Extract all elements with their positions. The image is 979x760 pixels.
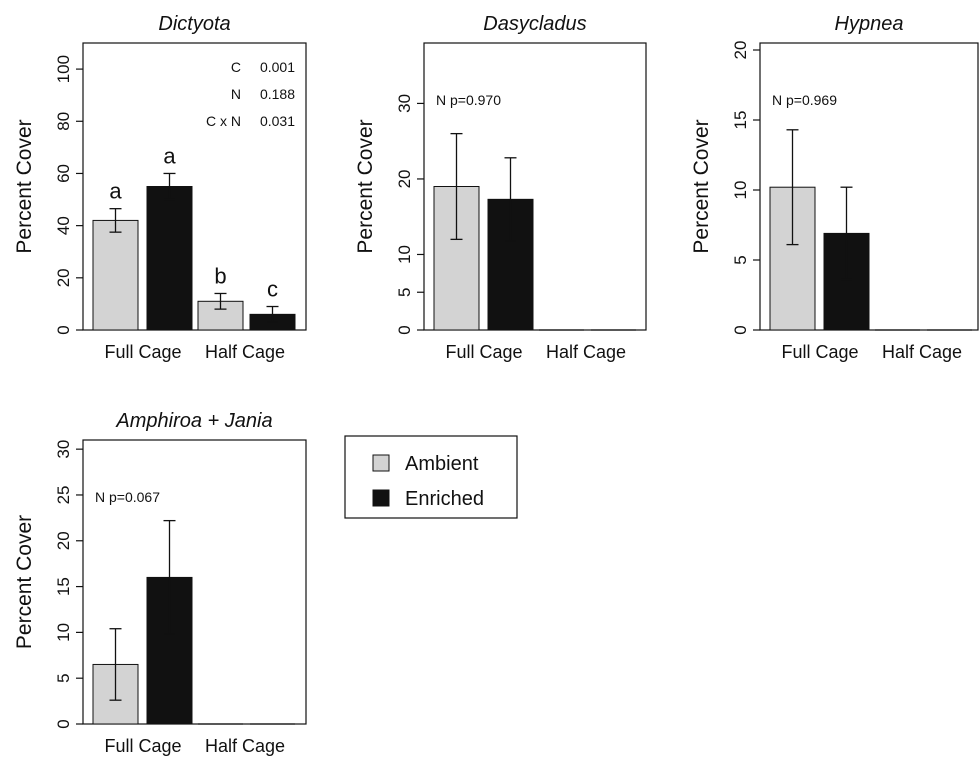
plot-frame bbox=[82, 42, 307, 331]
bar-enriched bbox=[146, 186, 193, 331]
y-tick-label: 10 bbox=[395, 245, 414, 264]
y-axis-label: Percent Cover bbox=[13, 119, 36, 253]
x-tick-label: Half Cage bbox=[546, 342, 626, 362]
y-tick-label: 0 bbox=[731, 325, 750, 334]
stat-note: N p=0.067 bbox=[95, 489, 160, 505]
y-axis-label: Percent Cover bbox=[13, 515, 36, 649]
significance-letter: a bbox=[109, 179, 122, 204]
y-tick-label: 20 bbox=[731, 41, 750, 60]
chart-title: Amphiroa + Jania bbox=[115, 410, 272, 432]
stat-value: 0.188 bbox=[260, 86, 295, 102]
stat-term: C bbox=[231, 59, 241, 75]
y-tick-label: 20 bbox=[54, 531, 73, 550]
significance-letter: b bbox=[214, 263, 226, 288]
y-axis-label: Percent Cover bbox=[354, 119, 377, 253]
x-tick-label: Full Cage bbox=[445, 342, 522, 362]
y-tick-label: 5 bbox=[731, 255, 750, 264]
x-tick-label: Half Cage bbox=[205, 342, 285, 362]
bar-ambient bbox=[433, 186, 480, 331]
y-tick-label: 10 bbox=[731, 181, 750, 200]
x-tick-label: Full Cage bbox=[104, 736, 181, 756]
chart-panel: Dasycladus Percent Cover 0 5 10 20 30 Full Cage… bbox=[354, 13, 647, 362]
stat-term: N bbox=[231, 86, 241, 102]
plot-frame bbox=[82, 439, 307, 725]
chart-panel: Hypnea Percent Cover 0 5 10 15 20 Full Cage Half… bbox=[690, 13, 979, 362]
y-tick-label: 30 bbox=[395, 94, 414, 113]
y-tick-label: 15 bbox=[731, 111, 750, 130]
stat-note: N p=0.969 bbox=[772, 92, 837, 108]
chart-panel: Dictyota Percent Cover 0 20 40 60 80 100 Full Ca… bbox=[13, 13, 307, 362]
stat-value: 0.031 bbox=[260, 113, 295, 129]
legend-swatch-enriched bbox=[372, 489, 390, 507]
bar-ambient bbox=[92, 219, 139, 331]
significance-letter: c bbox=[267, 277, 278, 302]
legend-swatch-ambient bbox=[372, 454, 390, 472]
x-tick-label: Half Cage bbox=[882, 342, 962, 362]
legend: Ambient Enriched bbox=[344, 435, 518, 519]
stat-note: N p=0.970 bbox=[436, 92, 501, 108]
y-tick-label: 30 bbox=[54, 440, 73, 459]
chart-title: Hypnea bbox=[835, 13, 904, 35]
y-tick-label: 25 bbox=[54, 486, 73, 505]
y-tick-label: 10 bbox=[54, 623, 73, 642]
y-tick-label: 5 bbox=[54, 673, 73, 682]
y-tick-label: 5 bbox=[395, 288, 414, 297]
y-tick-label: 60 bbox=[54, 164, 73, 183]
stat-term: C x N bbox=[206, 113, 241, 129]
x-tick-label: Half Cage bbox=[205, 736, 285, 756]
stat-value: 0.001 bbox=[260, 59, 295, 75]
plot-frame bbox=[423, 42, 647, 331]
x-tick-label: Full Cage bbox=[104, 342, 181, 362]
y-tick-label: 20 bbox=[54, 268, 73, 287]
y-tick-label: 0 bbox=[54, 325, 73, 334]
chart-title: Dasycladus bbox=[483, 13, 586, 35]
x-tick-label: Full Cage bbox=[781, 342, 858, 362]
y-tick-label: 80 bbox=[54, 112, 73, 131]
y-tick-label: 15 bbox=[54, 577, 73, 596]
legend-label-enriched: Enriched bbox=[405, 488, 484, 510]
y-tick-label: 20 bbox=[395, 169, 414, 188]
y-tick-label: 40 bbox=[54, 216, 73, 235]
chart-panel: Amphiroa + Jania Percent Cover 0 5 10 15 20 25 3… bbox=[13, 410, 307, 756]
y-tick-label: 0 bbox=[395, 325, 414, 334]
chart-title: Dictyota bbox=[158, 13, 230, 35]
y-tick-label: 100 bbox=[54, 55, 73, 83]
significance-letter: a bbox=[163, 143, 176, 168]
legend-label-ambient: Ambient bbox=[405, 453, 479, 475]
y-axis-label: Percent Cover bbox=[690, 119, 713, 253]
y-tick-label: 0 bbox=[54, 719, 73, 728]
